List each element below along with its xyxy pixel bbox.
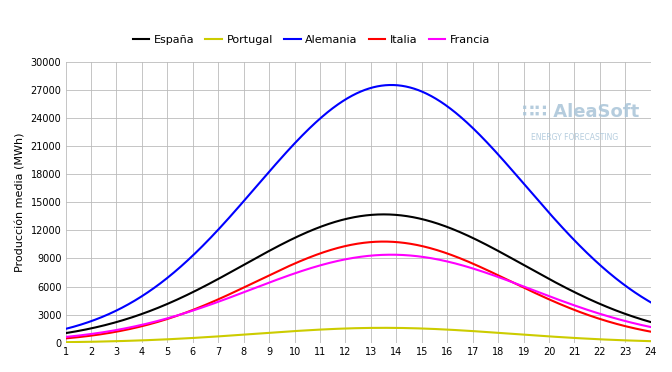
Line: España: España (66, 214, 650, 333)
Portugal (380, 326, 388, 330)
Text: ∷∷ AleaSoft: ∷∷ AleaSoft (522, 103, 639, 121)
Italia (62, 336, 70, 341)
Italia (529, 290, 537, 294)
Line: Alemania: Alemania (66, 85, 650, 329)
España (380, 212, 388, 217)
Portugal (319, 327, 327, 332)
Italia (519, 285, 527, 289)
Y-axis label: Producción media (MWh): Producción media (MWh) (15, 132, 25, 272)
Line: Francia: Francia (66, 255, 650, 337)
España (319, 224, 327, 228)
Italia (122, 328, 130, 332)
Portugal (62, 340, 70, 344)
Francia (464, 265, 472, 269)
Alemania (464, 121, 472, 126)
Text: ENERGY FORECASTING: ENERGY FORECASTING (531, 133, 618, 142)
España (298, 232, 306, 237)
España (529, 268, 537, 272)
Francia (298, 269, 306, 273)
Portugal (298, 328, 306, 333)
España (122, 317, 130, 322)
Italia (380, 239, 388, 244)
Italia (319, 250, 327, 254)
Alemania (529, 192, 537, 197)
Francia (646, 325, 655, 329)
Francia (62, 335, 70, 339)
España (519, 262, 527, 267)
Line: Italia: Italia (66, 241, 650, 339)
Francia (529, 288, 537, 292)
Alemania (298, 133, 306, 138)
Portugal (122, 339, 130, 343)
Line: Portugal: Portugal (66, 328, 650, 342)
Alemania (646, 300, 655, 305)
Francia (122, 326, 130, 331)
Legend: España, Portugal, Alemania, Italia, Francia: España, Portugal, Alemania, Italia, Fran… (128, 31, 495, 49)
Italia (464, 259, 472, 264)
Francia (319, 262, 327, 267)
Portugal (529, 333, 537, 337)
Portugal (464, 328, 472, 333)
Italia (646, 330, 655, 334)
Portugal (519, 332, 527, 337)
Alemania (519, 180, 527, 185)
Francia (387, 253, 395, 257)
Alemania (122, 304, 130, 308)
España (464, 234, 472, 238)
Portugal (646, 339, 655, 343)
España (646, 320, 655, 324)
Alemania (319, 113, 327, 118)
España (62, 331, 70, 336)
Alemania (62, 327, 70, 331)
Italia (298, 258, 306, 263)
Alemania (387, 83, 395, 87)
Francia (519, 284, 527, 288)
